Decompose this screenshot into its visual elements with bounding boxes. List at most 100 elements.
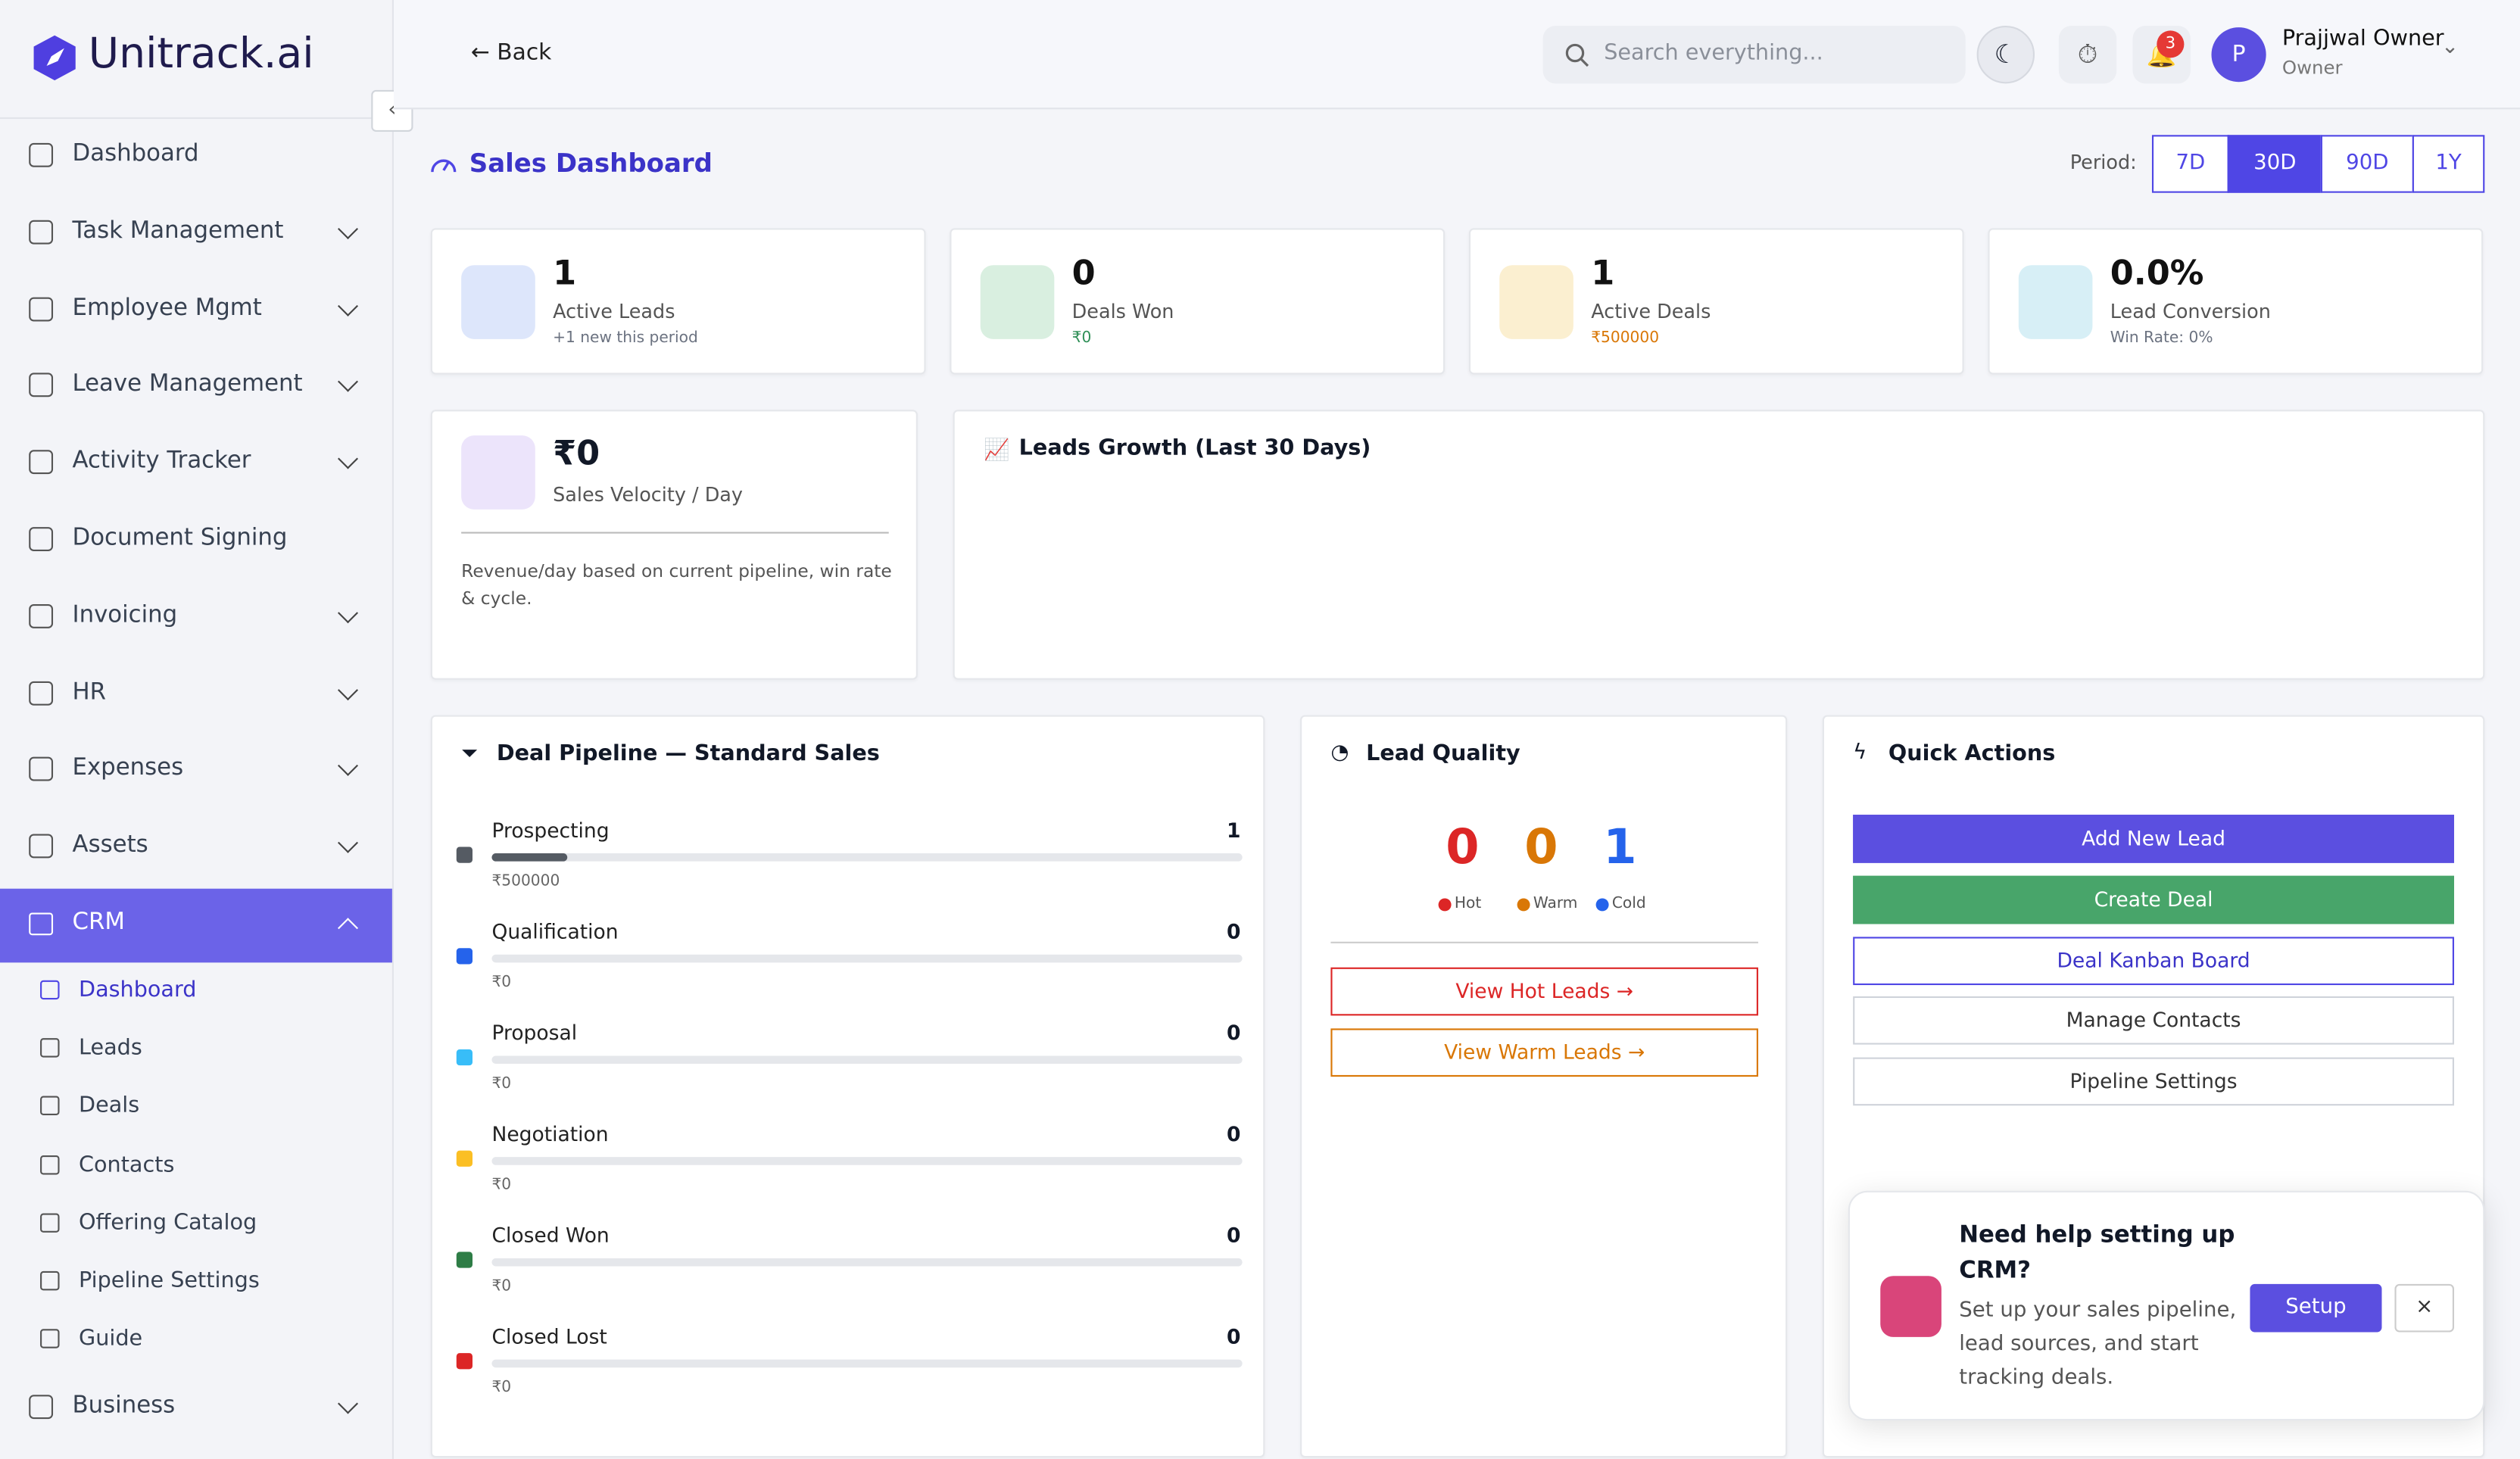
icon bbox=[29, 834, 54, 859]
stage-amount: ₹0 bbox=[491, 1074, 512, 1093]
subnav-label[interactable]: Guide bbox=[79, 1326, 143, 1352]
nav-label: HR bbox=[72, 678, 107, 705]
nav-item[interactable] bbox=[0, 1373, 392, 1443]
nav-label: CRM bbox=[72, 909, 125, 936]
subnav-label[interactable]: Pipeline Settings bbox=[79, 1267, 260, 1294]
lead-quality-card: ◔ Lead Quality 0 Hot 0 Warm 1 Cold View Hot Lead… bbox=[1300, 715, 1788, 1458]
velocity-card: ₹0 Sales Velocity / Day Revenue/day based … bbox=[430, 410, 918, 680]
stage-name: Qualification bbox=[491, 919, 619, 943]
velocity-label: Sales Velocity / Day bbox=[553, 483, 744, 507]
subnav-icon bbox=[40, 1096, 60, 1116]
setup-button[interactable]: Setup bbox=[2250, 1283, 2382, 1333]
quality-button[interactable]: View Warm Leads → bbox=[1330, 1028, 1758, 1077]
pipeline-title: Deal Pipeline — Standard Sales bbox=[496, 740, 880, 767]
stage-count: 0 bbox=[1227, 919, 1241, 943]
stage-name: Proposal bbox=[491, 1020, 578, 1045]
subnav-icon bbox=[40, 1155, 60, 1174]
help-title: Need help setting up CRM? bbox=[1959, 1223, 2235, 1284]
avatar[interactable]: P bbox=[2211, 27, 2266, 83]
stage-amount: ₹0 bbox=[491, 1176, 512, 1194]
period-button[interactable]: 1Y bbox=[2412, 135, 2485, 193]
theme-toggle[interactable]: ☾ bbox=[1976, 25, 2035, 84]
stage-count: 0 bbox=[1227, 1121, 1241, 1146]
quick-action-button[interactable]: Manage Contacts bbox=[1853, 996, 2454, 1046]
velocity-value: ₹0 bbox=[553, 434, 600, 473]
dashboard-icon bbox=[431, 159, 457, 173]
quality-button[interactable]: View Hot Leads → bbox=[1330, 967, 1758, 1016]
subnav-icon bbox=[40, 980, 60, 1000]
stage-track bbox=[491, 954, 1243, 963]
help-text: Set up your sales pipeline, lead sources… bbox=[1959, 1298, 2237, 1390]
logo-icon bbox=[33, 35, 76, 81]
brand: Unitrack.ai bbox=[88, 30, 314, 79]
stage-name: Negotiation bbox=[491, 1121, 609, 1146]
stage-amount: ₹500000 bbox=[491, 872, 560, 890]
quick-action-button[interactable]: Create Deal bbox=[1853, 875, 2454, 924]
icon bbox=[29, 296, 54, 321]
subnav-label[interactable]: Leads bbox=[79, 1035, 142, 1062]
nav-item[interactable] bbox=[0, 735, 392, 806]
nav-item-active[interactable] bbox=[0, 888, 392, 963]
back-label[interactable]: Back bbox=[497, 40, 552, 67]
subnav-label[interactable]: Deals bbox=[79, 1093, 140, 1120]
quality-dot bbox=[1595, 898, 1609, 912]
quick-action-button[interactable]: Add New Lead bbox=[1853, 815, 2454, 863]
velocity-note: Revenue/day based on current pipeline, w… bbox=[461, 560, 892, 609]
stage-track bbox=[491, 853, 1243, 862]
quick-actions-icon: ϟ bbox=[1853, 740, 1867, 765]
user-menu-chevron[interactable]: ⌄ bbox=[2441, 35, 2459, 60]
stat-card: 1 Active Leads +1 new this period bbox=[430, 228, 926, 375]
subnav-label[interactable]: Contacts bbox=[79, 1151, 175, 1177]
stage-track bbox=[491, 1157, 1243, 1165]
back-button[interactable]: ← Back bbox=[470, 40, 552, 67]
stage-count: 1 bbox=[1227, 818, 1241, 843]
stage-track bbox=[491, 1359, 1243, 1368]
help-icon bbox=[1880, 1276, 1941, 1337]
stat-sub: ₹500000 bbox=[1591, 329, 1660, 348]
stage-name: Prospecting bbox=[491, 818, 610, 843]
collapse-button[interactable]: ‹ bbox=[371, 89, 413, 132]
sidebar bbox=[0, 0, 395, 1459]
stat-card: 0 Deals Won ₹0 bbox=[950, 228, 1446, 375]
logo-row: Unitrack.ai bbox=[0, 0, 392, 120]
stat-label: Lead Conversion bbox=[2110, 300, 2271, 323]
icon bbox=[29, 1395, 54, 1420]
stage-dot bbox=[456, 1353, 473, 1370]
stage-dot bbox=[456, 948, 473, 965]
icon bbox=[29, 603, 54, 628]
close-button[interactable]: × bbox=[2394, 1283, 2454, 1333]
divider bbox=[1330, 941, 1758, 943]
lead-quality-title: Lead Quality bbox=[1366, 740, 1520, 767]
user-role: Owner bbox=[2281, 56, 2343, 79]
period-button[interactable]: 90D bbox=[2320, 135, 2414, 193]
period-button[interactable]: 7D bbox=[2151, 135, 2229, 193]
nav-label: Expenses bbox=[72, 756, 184, 782]
search-box[interactable]: Search everything... bbox=[1542, 25, 1966, 84]
period-button[interactable]: 30D bbox=[2227, 135, 2322, 193]
search-icon bbox=[1565, 43, 1589, 67]
timer-button[interactable]: ⏱ bbox=[2058, 25, 2117, 84]
pipeline-card: ⏷ Deal Pipeline — Standard Sales Prospecti… bbox=[430, 715, 1265, 1458]
quick-action-button[interactable]: Deal Kanban Board bbox=[1853, 936, 2454, 985]
stat-value: 0.0% bbox=[2110, 254, 2204, 293]
subnav-label[interactable]: Offering Catalog bbox=[79, 1209, 257, 1236]
nav-label: Document Signing bbox=[72, 525, 288, 552]
nav-item[interactable] bbox=[0, 658, 392, 728]
subnav-icon bbox=[40, 1213, 60, 1233]
nav-item[interactable] bbox=[0, 581, 392, 652]
subnav-label[interactable]: Dashboard bbox=[79, 977, 197, 1003]
user-name: Prajjwal Owner bbox=[2281, 25, 2444, 51]
nav-label: Assets bbox=[72, 832, 148, 859]
stat-card: 1 Active Deals ₹500000 bbox=[1468, 228, 1964, 375]
nav-label: Dashboard bbox=[72, 141, 199, 167]
stage-name: Closed Won bbox=[491, 1223, 610, 1248]
stat-value: 0 bbox=[1071, 254, 1096, 293]
quality-value: 1 bbox=[1603, 819, 1637, 876]
stage-track bbox=[491, 1055, 1243, 1065]
stat-icon bbox=[2018, 265, 2093, 339]
stage-count: 0 bbox=[1227, 1323, 1241, 1348]
quick-action-button[interactable]: Pipeline Settings bbox=[1853, 1057, 2454, 1106]
nav-item[interactable] bbox=[0, 812, 392, 882]
